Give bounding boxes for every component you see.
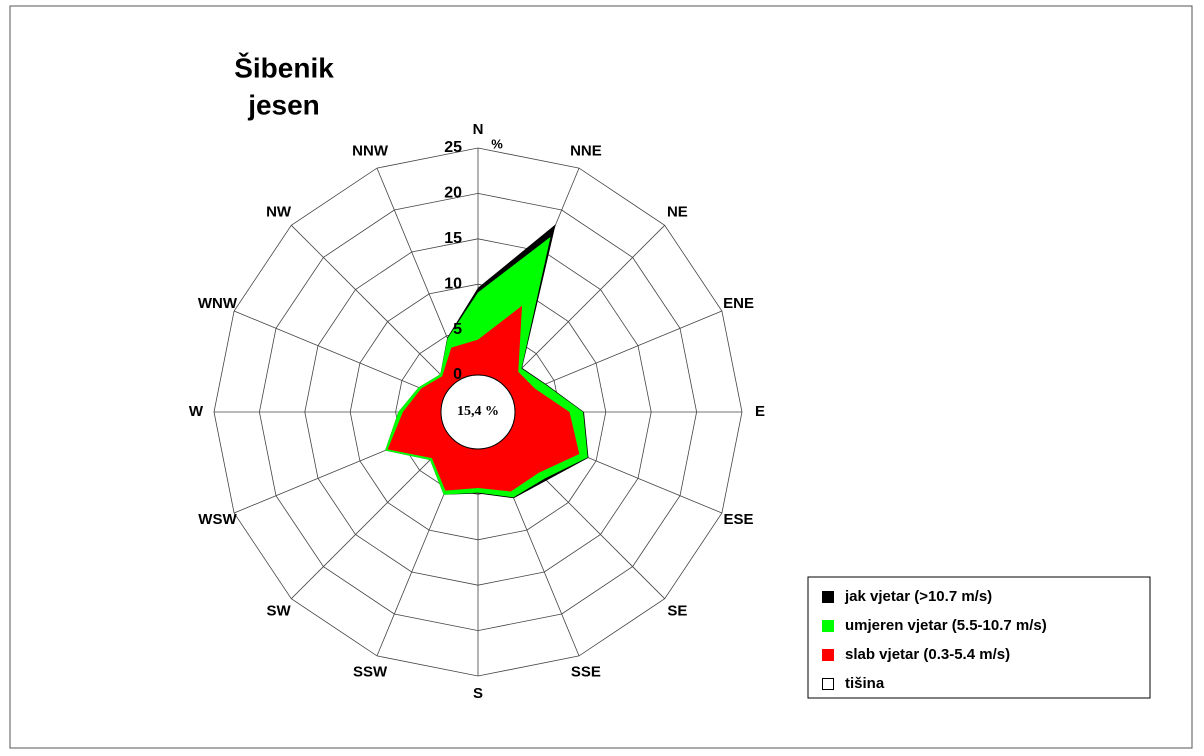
r-tick-label: 5 xyxy=(453,321,462,338)
direction-label: N xyxy=(473,121,484,138)
legend-label: umjeren vjetar (5.5-10.7 m/s) xyxy=(845,617,1047,634)
direction-label: NE xyxy=(667,204,688,221)
unit-label: % xyxy=(491,136,503,151)
chart-title: Šibenik xyxy=(234,51,334,83)
spoke xyxy=(512,310,723,399)
direction-label: WSW xyxy=(198,511,237,528)
spoke xyxy=(233,310,444,399)
spoke xyxy=(291,437,453,599)
r-tick-label: 0 xyxy=(453,366,462,383)
direction-label: SSE xyxy=(571,664,601,681)
direction-label: NNE xyxy=(570,142,602,159)
direction-label: S xyxy=(473,685,483,702)
legend xyxy=(807,576,1151,699)
r-tick-label: 15 xyxy=(444,230,462,247)
legend-swatch xyxy=(822,649,834,661)
r-tick-label: 25 xyxy=(444,139,462,156)
direction-label: WNW xyxy=(198,295,238,312)
calm-label: 15,4 % xyxy=(457,404,499,419)
direction-label: W xyxy=(189,403,204,420)
spoke xyxy=(291,225,453,387)
legend-label: tišina xyxy=(845,675,885,692)
direction-label: ESE xyxy=(724,511,754,528)
legend-label: jak vjetar (>10.7 m/s) xyxy=(844,588,992,605)
direction-label: E xyxy=(755,403,765,420)
legend-label: slab vjetar (0.3-5.4 m/s) xyxy=(845,646,1010,663)
direction-label: NW xyxy=(266,204,292,221)
direction-label: SE xyxy=(667,602,687,619)
direction-label: SW xyxy=(267,602,292,619)
r-tick-label: 20 xyxy=(444,185,462,202)
direction-label: ENE xyxy=(723,295,754,312)
direction-label: NNW xyxy=(352,142,389,159)
chart-subtitle: jesen xyxy=(247,89,320,120)
calm-circle xyxy=(440,374,516,450)
legend-swatch xyxy=(822,591,834,603)
legend-swatch xyxy=(822,678,834,690)
legend-swatch xyxy=(822,620,834,632)
spoke xyxy=(503,225,665,387)
direction-label: SSW xyxy=(353,664,388,681)
r-tick-label: 10 xyxy=(444,275,462,292)
